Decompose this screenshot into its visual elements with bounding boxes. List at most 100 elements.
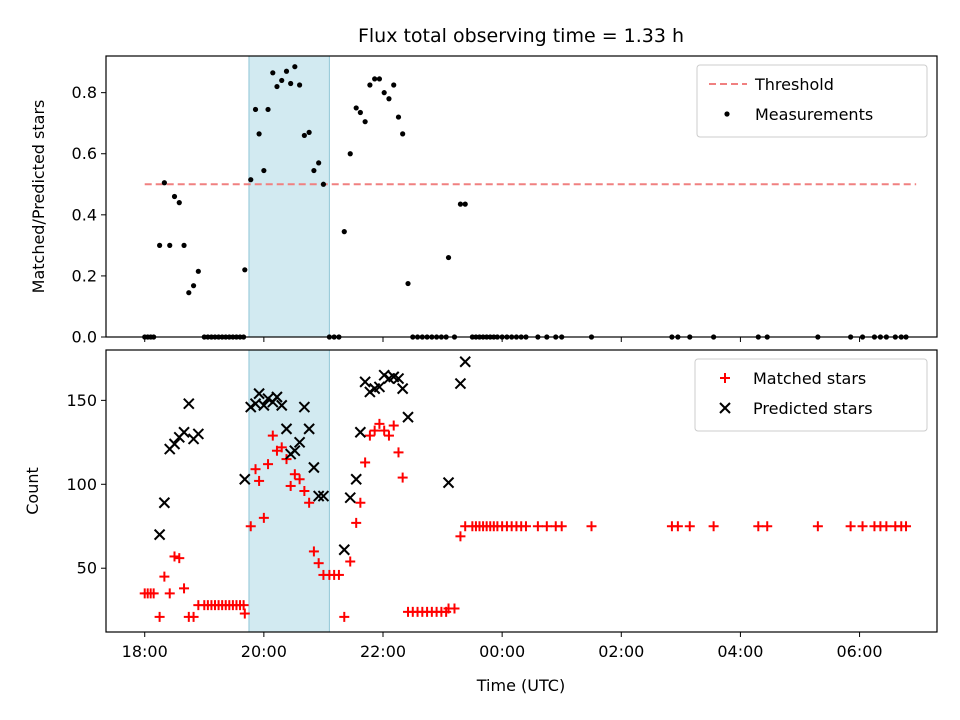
predicted-star-point-13 <box>258 399 270 412</box>
y-tick-label: 100 <box>66 475 97 494</box>
measurement-point-11 <box>190 283 197 289</box>
measurement-point-26 <box>248 177 254 183</box>
predicted-star-point-9 <box>239 473 251 485</box>
matched-star-point-55 <box>383 430 394 441</box>
matched-star-point-38 <box>299 486 310 496</box>
measurement-point-57 <box>395 114 402 120</box>
matched-star-point-105 <box>901 521 912 532</box>
measurement-point-46 <box>341 229 347 235</box>
matched-star-point-93 <box>684 521 695 532</box>
predicted-star-point-38 <box>392 372 405 385</box>
predicted-star-point-39 <box>396 382 409 395</box>
matched-star-point-33 <box>276 442 287 453</box>
x-tick-label: 18:00 <box>122 642 168 661</box>
matched-star-point-41 <box>313 558 324 569</box>
measurement-point-56 <box>391 82 397 88</box>
measurement-point-50 <box>362 119 368 125</box>
measurement-point-4 <box>157 242 163 248</box>
matched-star-point-94 <box>708 521 719 532</box>
legend-box <box>696 64 928 138</box>
matched-star-point-47 <box>345 556 356 567</box>
measurement-point-29 <box>261 167 267 174</box>
predicted-star-point-0 <box>153 528 166 541</box>
matched-star-point-40 <box>308 546 319 557</box>
matched-star-point-89 <box>556 521 567 532</box>
predicted-star-point-16 <box>271 391 283 403</box>
series-predicted-stars <box>153 356 471 556</box>
axes-frame <box>105 55 938 338</box>
measurement-point-58 <box>400 131 406 137</box>
measurement-point-49 <box>357 109 363 116</box>
legend-label-threshold: Threshold <box>754 75 834 94</box>
matched-star-point-45 <box>333 569 344 580</box>
measurement-point-53 <box>376 76 383 82</box>
measurement-point-36 <box>292 64 298 70</box>
legend-label-matched-stars: Matched stars <box>753 369 866 388</box>
measurement-point-54 <box>381 90 387 96</box>
x-tick-label: 20:00 <box>241 642 287 661</box>
legend-label-predicted-stars: Predicted stars <box>753 399 873 418</box>
legend-box <box>694 358 928 432</box>
matched-star-point-98 <box>845 521 856 532</box>
matched-star-point-5 <box>159 571 170 582</box>
matched-star-point-9 <box>179 583 190 594</box>
predicted-star-point-22 <box>298 401 311 413</box>
measurement-point-48 <box>353 105 359 111</box>
legend: Threshold Measurements <box>696 64 928 138</box>
predicted-star-point-3 <box>168 438 181 450</box>
matched-star-point-6 <box>164 588 175 599</box>
matched-star-point-90 <box>586 521 597 532</box>
measurement-point-70 <box>457 201 464 207</box>
predicted-star-point-6 <box>183 398 195 410</box>
matched-star-point-92 <box>672 521 683 532</box>
y-tick-label: 0.2 <box>72 266 97 285</box>
measurement-point-30 <box>265 106 271 113</box>
measurement-point-59 <box>405 280 411 287</box>
predicted-star-point-11 <box>249 398 262 410</box>
matched-star-point-46 <box>339 611 350 622</box>
predicted-star-point-26 <box>317 490 330 502</box>
predicted-star-point-17 <box>276 399 288 412</box>
x-tick-label: 00:00 <box>479 642 525 661</box>
matched-star-point-57 <box>393 447 404 458</box>
x-tick-label: 04:00 <box>717 642 763 661</box>
measurement-point-40 <box>311 167 317 174</box>
measurement-point-28 <box>256 131 262 137</box>
predicted-star-point-5 <box>178 426 190 438</box>
matched-star-point-85 <box>520 521 531 532</box>
matched-star-point-8 <box>174 553 185 564</box>
legend-matched-stars-swatch <box>720 373 730 383</box>
matched-star-point-24 <box>238 600 249 611</box>
measurement-point-42 <box>320 181 327 187</box>
matched-star-point-25 <box>239 608 250 619</box>
predicted-star-point-12 <box>253 387 265 400</box>
chart-title: Flux total observing time = 1.33 h <box>358 25 684 47</box>
measurement-point-52 <box>372 76 378 82</box>
observing-window-span <box>248 56 330 337</box>
measurement-point-6 <box>167 242 173 248</box>
matched-star-point-50 <box>360 457 371 468</box>
matched-star-point-53 <box>374 418 385 429</box>
matched-star-point-69 <box>449 603 460 614</box>
matched-star-point-48 <box>351 517 362 528</box>
series-measurements <box>142 64 909 340</box>
y-tick-label: 150 <box>66 391 97 410</box>
predicted-star-point-43 <box>459 356 471 368</box>
legend-predicted-stars-swatch <box>719 402 731 414</box>
bottom-panel: 50 100 150 18:00 20:00 22:00 00:00 02:00 04:00 06… <box>66 349 938 661</box>
y-tick-label: 0.8 <box>72 83 97 102</box>
predicted-star-point-23 <box>303 423 315 435</box>
y-tick-label: 0.4 <box>72 205 97 224</box>
matched-star-point-95 <box>753 521 764 532</box>
matched-star-point-54 <box>379 425 390 436</box>
predicted-star-point-18 <box>280 423 293 435</box>
measurement-point-5 <box>161 180 167 186</box>
measurement-point-35 <box>288 80 294 87</box>
matched-star-point-97 <box>812 521 823 532</box>
y-tick-label: 50 <box>77 559 97 578</box>
x-tick-label: 02:00 <box>598 642 644 661</box>
matched-star-point-58 <box>397 472 408 483</box>
predicted-star-point-20 <box>289 445 301 457</box>
predicted-star-point-41 <box>442 476 455 489</box>
